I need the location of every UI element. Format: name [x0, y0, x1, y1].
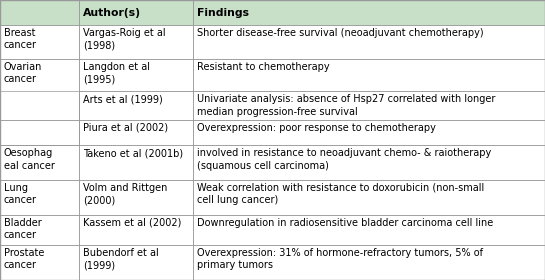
Bar — [79, 59, 193, 92]
Text: Shorter disease-free survival (neoadjuvant chemotherapy): Shorter disease-free survival (neoadjuva… — [197, 28, 484, 38]
Bar — [0, 180, 79, 215]
Bar — [0, 215, 79, 245]
Text: Prostate
cancer: Prostate cancer — [4, 248, 44, 270]
Text: Volm and Rittgen
(2000): Volm and Rittgen (2000) — [83, 183, 167, 206]
Text: Piura et al (2002): Piura et al (2002) — [83, 123, 168, 133]
Bar — [0, 245, 79, 280]
Bar — [79, 145, 193, 180]
Bar — [79, 92, 193, 120]
Bar — [79, 0, 193, 25]
Text: Findings: Findings — [197, 8, 249, 18]
Text: Author(s): Author(s) — [83, 8, 141, 18]
Text: Overexpression: 31% of hormone-refractory tumors, 5% of
primary tumors: Overexpression: 31% of hormone-refractor… — [197, 248, 483, 270]
Bar — [0, 120, 79, 145]
Bar — [193, 0, 545, 25]
Text: Oesophag
eal cancer: Oesophag eal cancer — [4, 148, 54, 171]
Bar — [0, 0, 79, 25]
Text: Univariate analysis: absence of Hsp27 correlated with longer
median progression-: Univariate analysis: absence of Hsp27 co… — [197, 94, 495, 117]
Text: Takeno et al (2001b): Takeno et al (2001b) — [83, 148, 183, 158]
Bar — [193, 180, 545, 215]
Text: Weak correlation with resistance to doxorubicin (non-small
cell lung cancer): Weak correlation with resistance to doxo… — [197, 183, 485, 206]
Text: Bubendorf et al
(1999): Bubendorf et al (1999) — [83, 248, 159, 270]
Bar — [193, 145, 545, 180]
Bar — [0, 145, 79, 180]
Bar — [79, 120, 193, 145]
Text: Vargas-Roig et al
(1998): Vargas-Roig et al (1998) — [83, 28, 166, 50]
Text: Overexpression: poor response to chemotherapy: Overexpression: poor response to chemoth… — [197, 123, 436, 133]
Bar — [193, 25, 545, 59]
Bar — [79, 245, 193, 280]
Text: Resistant to chemotherapy: Resistant to chemotherapy — [197, 62, 330, 72]
Text: Langdon et al
(1995): Langdon et al (1995) — [83, 62, 150, 84]
Bar — [0, 92, 79, 120]
Bar — [193, 215, 545, 245]
Text: Downregulation in radiosensitive bladder carcinoma cell line: Downregulation in radiosensitive bladder… — [197, 218, 494, 228]
Text: Bladder
cancer: Bladder cancer — [4, 218, 41, 240]
Text: Lung
cancer: Lung cancer — [4, 183, 37, 206]
Bar — [193, 120, 545, 145]
Bar — [193, 59, 545, 92]
Bar — [79, 215, 193, 245]
Text: Breast
cancer: Breast cancer — [4, 28, 37, 50]
Bar — [79, 25, 193, 59]
Text: Arts et al (1999): Arts et al (1999) — [83, 94, 162, 104]
Text: Ovarian
cancer: Ovarian cancer — [4, 62, 42, 84]
Bar — [0, 59, 79, 145]
Bar — [79, 180, 193, 215]
Bar — [193, 245, 545, 280]
Bar — [193, 0, 545, 25]
Text: Kassem et al (2002): Kassem et al (2002) — [83, 218, 181, 228]
Text: involved in resistance to neoadjuvant chemo- & raiotherapy
(squamous cell carcin: involved in resistance to neoadjuvant ch… — [197, 148, 492, 171]
Bar — [193, 92, 545, 120]
Bar — [79, 0, 193, 25]
Bar — [0, 25, 79, 59]
Bar — [0, 0, 79, 25]
